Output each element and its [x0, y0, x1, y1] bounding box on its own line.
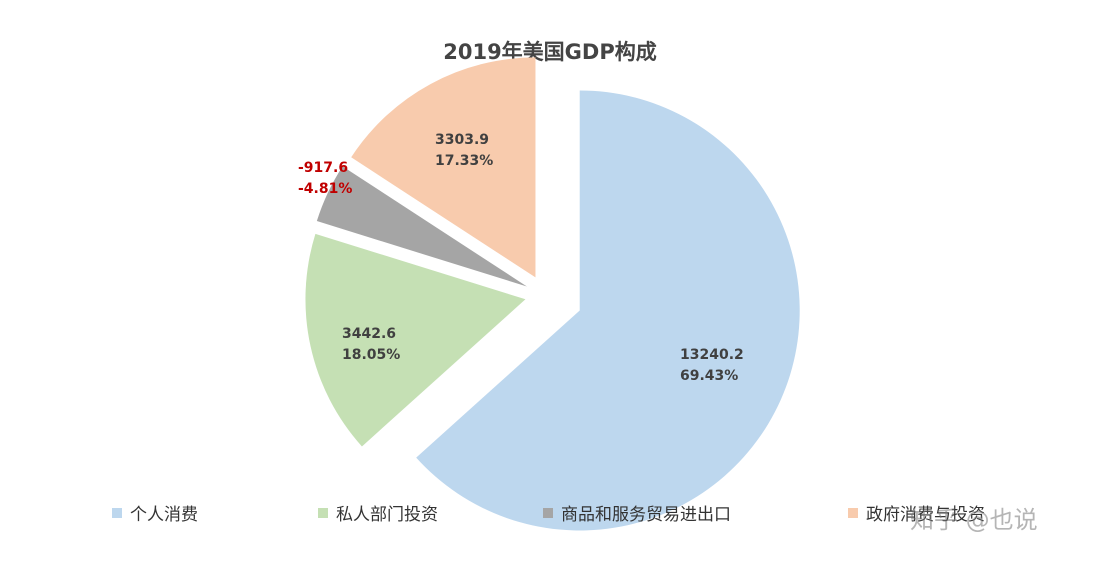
legend-item-3: 商品和服务贸易进出口	[543, 500, 731, 525]
data-label-percent: 69.43%	[680, 368, 739, 384]
legend-item-4: 政府消费与投资	[848, 500, 985, 525]
legend-label: 政府消费与投资	[866, 505, 985, 525]
data-label-4: 3303.9 17.33%	[435, 130, 493, 172]
data-label-percent: -4.81%	[298, 181, 353, 197]
legend-item-2: 私人部门投资	[318, 500, 438, 525]
pie-slice-2	[305, 233, 526, 447]
data-label-percent: 17.33%	[435, 153, 494, 169]
legend-swatch	[848, 507, 858, 518]
data-label-percent: 18.05%	[342, 347, 401, 363]
chart-title: 2019年美国GDP构成	[443, 40, 657, 64]
data-label-value: 3442.6	[342, 326, 397, 342]
pie-slice-4	[351, 57, 536, 278]
data-label-value: -917.6	[298, 160, 349, 176]
watermark: 知乎 @也说	[910, 506, 1038, 534]
legend-swatch	[543, 507, 553, 518]
pie-slice-1	[416, 90, 800, 531]
legend-swatch	[112, 507, 122, 518]
data-label-3: -917.6 -4.81%	[298, 158, 352, 200]
data-label-value: 13240.2	[680, 347, 744, 363]
data-label-2: 3442.6 18.05%	[342, 324, 400, 366]
legend-label: 商品和服务贸易进出口	[561, 505, 731, 525]
pie-slice-3	[316, 166, 527, 287]
legend-item-1: 个人消费	[112, 500, 198, 525]
data-label-value: 3303.9	[435, 132, 490, 148]
legend-swatch	[318, 507, 328, 518]
data-label-1: 13240.2 69.43%	[680, 345, 744, 387]
legend-label: 个人消费	[130, 505, 198, 525]
legend-label: 私人部门投资	[336, 505, 438, 525]
legend: 个人消费 私人部门投资 商品和服务贸易进出口 政府消费与投资	[0, 500, 1112, 530]
